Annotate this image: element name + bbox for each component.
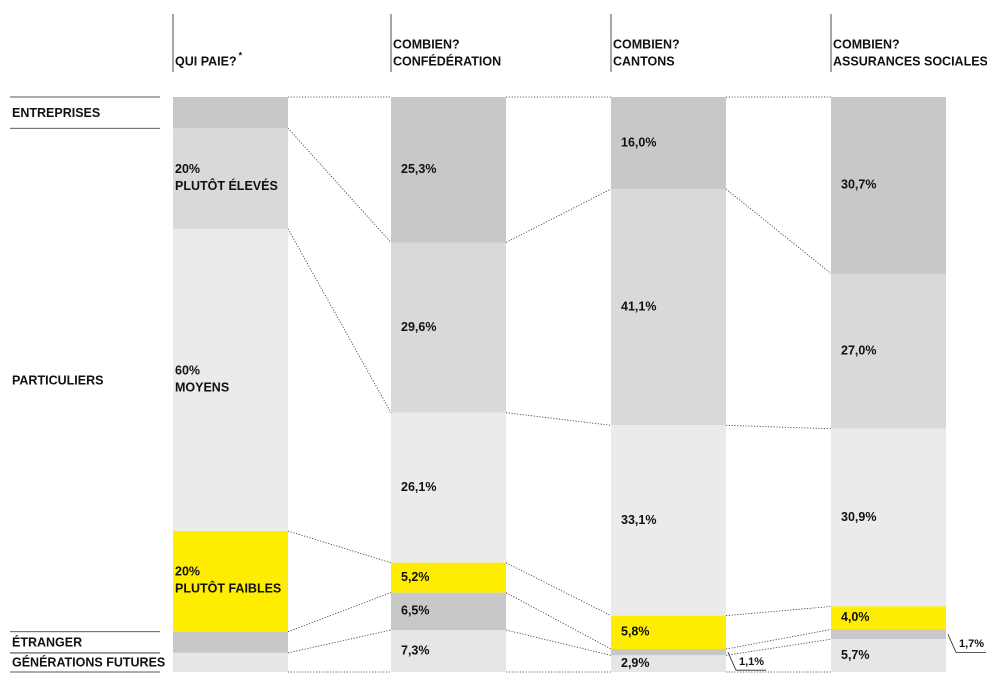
connector	[725, 606, 832, 617]
segment	[173, 631, 288, 653]
segment	[831, 606, 946, 630]
segment	[391, 242, 506, 413]
value-label: 5,8%	[621, 625, 650, 639]
column-title: QUI PAIE?	[175, 54, 237, 68]
callout	[947, 634, 957, 653]
connector	[505, 412, 612, 426]
segment	[831, 97, 946, 274]
connector	[725, 629, 832, 650]
connector	[287, 228, 392, 413]
segment	[173, 97, 288, 129]
segment-name: MOYENS	[175, 380, 229, 394]
value-label: 60%	[175, 363, 200, 377]
value-label: 2,9%	[621, 656, 650, 670]
segment	[611, 425, 726, 616]
group-label: ENTREPRISES	[12, 106, 100, 120]
value-label: 16,0%	[621, 135, 656, 149]
connector	[505, 592, 612, 650]
segment	[611, 97, 726, 189]
column-title: ASSURANCES SOCIALES	[833, 54, 987, 68]
value-label: 5,7%	[841, 648, 870, 662]
connector	[725, 424, 832, 430]
value-label: 1,7%	[959, 638, 984, 650]
group-label: PARTICULIERS	[12, 373, 103, 387]
connector	[505, 188, 612, 243]
segment	[391, 630, 506, 672]
value-label: 7,3%	[401, 643, 430, 657]
column-title: COMBIEN?	[393, 37, 460, 51]
value-label: 6,5%	[401, 604, 430, 618]
column-title: CANTONS	[613, 54, 675, 68]
segment	[173, 652, 288, 672]
segment	[831, 639, 946, 672]
value-label: 27,0%	[841, 343, 876, 357]
segment	[831, 629, 946, 640]
connector	[725, 188, 832, 274]
segment	[611, 649, 726, 656]
segment	[173, 128, 288, 229]
segment	[391, 562, 506, 593]
group-label: ÉTRANGER	[12, 635, 82, 650]
segment	[611, 615, 726, 649]
group-label: GÉNÉRATIONS FUTURES	[12, 655, 165, 670]
value-label: 20%	[175, 565, 200, 579]
segment	[391, 592, 506, 631]
column-title: COMBIEN?	[833, 37, 900, 51]
connector	[505, 562, 612, 617]
value-label: 1,1%	[739, 656, 764, 668]
segment	[391, 412, 506, 563]
connector	[287, 530, 392, 564]
segment	[611, 655, 726, 672]
segment	[611, 189, 726, 426]
connector	[287, 592, 392, 633]
value-label: 30,9%	[841, 510, 876, 524]
value-label: 33,1%	[621, 513, 656, 527]
segment-name: PLUTÔT ÉLEVÉS	[175, 178, 278, 193]
value-label: 30,7%	[841, 178, 876, 192]
value-label: 26,1%	[401, 480, 436, 494]
connector	[287, 127, 392, 243]
segment	[391, 97, 506, 243]
column-title: CONFÉDÉRATION	[393, 53, 501, 68]
value-label: 41,1%	[621, 299, 656, 313]
value-label: 29,6%	[401, 320, 436, 334]
value-label: 20%	[175, 162, 200, 176]
segment	[173, 228, 288, 532]
value-label: 25,3%	[401, 162, 436, 176]
value-label: 4,0%	[841, 610, 870, 624]
column-title: COMBIEN?	[613, 37, 680, 51]
segment	[831, 273, 946, 429]
column-note: *	[239, 50, 243, 60]
connector	[287, 629, 392, 654]
connector	[725, 638, 832, 656]
segment-name: PLUTÔT FAIBLES	[175, 581, 281, 596]
value-label: 5,2%	[401, 570, 430, 584]
segment	[173, 531, 288, 632]
segment	[831, 428, 946, 607]
connector	[505, 629, 612, 656]
